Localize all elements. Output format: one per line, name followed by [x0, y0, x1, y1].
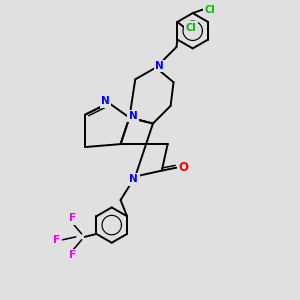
Text: N: N: [101, 96, 110, 106]
Text: F: F: [69, 250, 76, 260]
Text: F: F: [69, 213, 76, 223]
Text: N: N: [155, 61, 164, 71]
Text: N: N: [128, 111, 137, 121]
Text: F: F: [52, 235, 60, 245]
Text: O: O: [178, 161, 188, 174]
Text: N: N: [129, 174, 138, 184]
Text: Cl: Cl: [204, 4, 215, 14]
Text: Cl: Cl: [186, 23, 196, 33]
